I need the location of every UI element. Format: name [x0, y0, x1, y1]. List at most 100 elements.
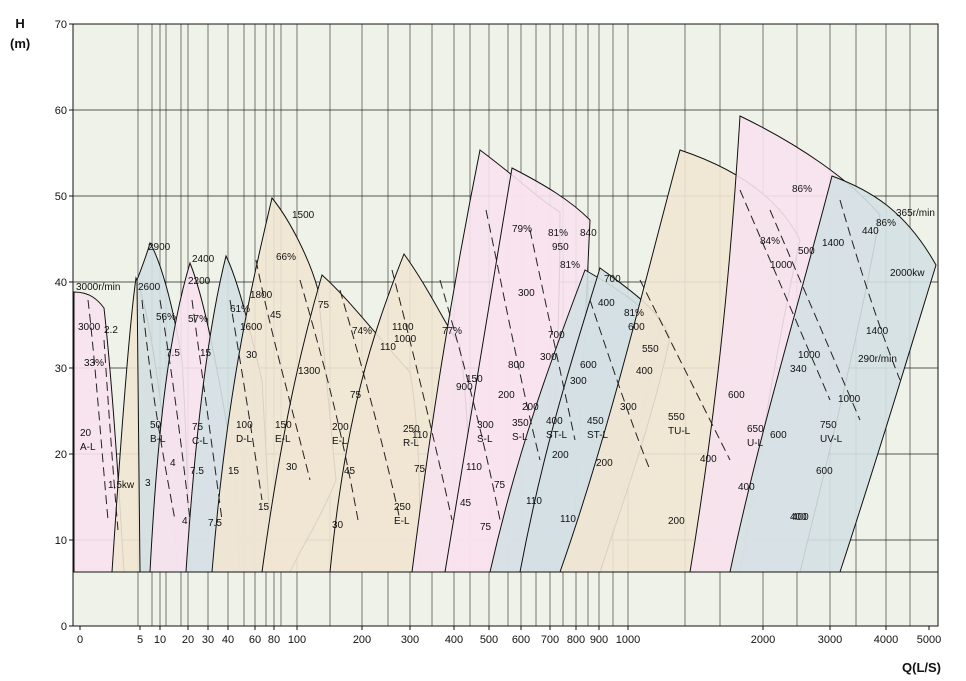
region-series-label: S-L	[512, 432, 528, 443]
performance-region	[729, 175, 937, 573]
curve-annotation: 290r/min	[858, 354, 897, 365]
curve-annotation: 77%	[442, 326, 462, 337]
region-series-label: R-L	[403, 438, 420, 449]
x-tick-label: 900	[590, 634, 608, 646]
curve-annotation: 7.5	[190, 466, 204, 477]
curve-annotation: 75	[480, 522, 492, 533]
region-series-label: E-L	[394, 516, 410, 527]
x-tick-label: 80	[268, 634, 280, 646]
dashed-curve	[529, 229, 576, 441]
curve-annotation: 45	[460, 498, 472, 509]
dashed-curve	[439, 279, 501, 521]
curve-annotation: 1300	[298, 366, 321, 377]
curve-annotation: 900	[456, 382, 473, 393]
curve-annotation: 1400	[866, 326, 889, 337]
x-axis-title: Q(L/S)	[902, 660, 941, 675]
curve-annotation: 200	[522, 402, 539, 413]
x-tick-label: 2000	[751, 634, 775, 646]
x-tick-label: 3000	[818, 634, 842, 646]
region-series-label: UV-L	[820, 434, 843, 445]
curve-annotation: 3000r/min	[76, 282, 120, 293]
y-tick-label: 60	[55, 105, 67, 117]
curve-annotation: 4	[170, 458, 176, 469]
curve-annotation: 440	[862, 226, 879, 237]
x-tick-label: 100	[288, 634, 306, 646]
curve-annotation: 300	[620, 402, 637, 413]
curve-annotation: 200	[552, 450, 569, 461]
curve-annotation: 30	[246, 350, 258, 361]
curve-annotation: 45	[270, 310, 282, 321]
curve-annotation: 110	[526, 496, 542, 507]
curve-annotation: 2600	[138, 282, 161, 293]
curve-annotation: 550	[642, 344, 659, 355]
curve-annotation: 30	[332, 520, 344, 531]
y-tick-label: 40	[55, 277, 67, 289]
region-series-label: S-L	[477, 434, 493, 445]
curve-annotation: 81%	[560, 260, 580, 271]
curve-annotation: 7.5	[208, 518, 222, 529]
curve-annotation: 400	[792, 512, 809, 523]
curve-annotation: 1000	[838, 394, 861, 405]
curve-annotation: 81%	[548, 228, 568, 239]
region-series-label: A-L	[80, 442, 96, 453]
region-model-label: 250	[394, 502, 411, 513]
curve-annotation: 56%	[156, 312, 176, 323]
curve-annotation: 75	[318, 300, 330, 311]
dashed-curve	[391, 269, 453, 521]
region-model-label: 750	[820, 420, 837, 431]
curve-annotation: 33%	[84, 358, 104, 369]
curve-annotation: 110	[560, 514, 576, 525]
region-series-label: E-L	[332, 436, 348, 447]
region-model-label: 450	[587, 416, 604, 427]
x-tick-label: 400	[445, 634, 463, 646]
x-tick-label: 10	[154, 634, 166, 646]
curve-annotation: 300	[518, 288, 535, 299]
curve-annotation: 1000	[770, 260, 793, 271]
axis-ticks: 0 5 10 20 30 40 60 80 100 200 300 400 500 600 700 800 90…	[55, 19, 941, 646]
region-model-label: 400	[546, 416, 563, 427]
dashed-curve	[299, 279, 359, 521]
y-tick-label: 20	[55, 449, 67, 461]
region-model-label: 20	[80, 428, 92, 439]
curve-annotation: 600	[770, 430, 787, 441]
x-tick-label: 20	[182, 634, 194, 646]
region-model-label: 550	[668, 412, 685, 423]
dashed-curve	[87, 299, 109, 521]
region-series-label: ST-L	[546, 430, 568, 441]
curve-annotation: 79%	[512, 224, 532, 235]
curve-annotation: 2400	[192, 254, 215, 265]
region-model-label: 200	[332, 422, 349, 433]
dashed-curve	[191, 299, 223, 521]
region-model-label: 650	[747, 424, 764, 435]
curve-annotation: 57%	[188, 314, 208, 325]
x-tick-label: 0	[77, 634, 83, 646]
curve-annotation: 1800	[250, 290, 273, 301]
curve-annotation: 1000	[798, 350, 821, 361]
curve-annotation: 2900	[148, 242, 171, 253]
curve-annotation: 15	[200, 348, 212, 359]
curve-annotation: 200	[668, 516, 685, 527]
curve-annotation: 700	[548, 330, 565, 341]
region-model-label: 350	[512, 418, 529, 429]
curve-annotation: 600	[580, 360, 597, 371]
performance-curves	[87, 189, 901, 531]
region-model-label: 50	[150, 420, 162, 431]
curve-annotation: 150	[466, 374, 483, 385]
y-axis-title: H (m)	[10, 14, 30, 54]
y-tick-label: 70	[55, 19, 67, 31]
dashed-curve	[839, 199, 901, 381]
curve-annotation: 400	[700, 454, 717, 465]
region-series-label: ST-L	[587, 430, 609, 441]
region-series-label: E-L	[275, 434, 291, 445]
x-tick-label: 1000	[616, 634, 640, 646]
curve-annotation: 840	[580, 228, 597, 239]
curve-annotation: 3000	[78, 322, 101, 333]
dashed-curve	[229, 299, 263, 501]
curve-annotation: 800	[508, 360, 525, 371]
curve-annotation: 365r/min	[896, 208, 935, 219]
curve-annotation: 84%	[760, 236, 780, 247]
curve-annotation: 700	[604, 274, 621, 285]
region-model-label: 250	[403, 424, 420, 435]
curve-annotation: 200	[498, 390, 515, 401]
region-series-label: D-L	[236, 434, 253, 445]
